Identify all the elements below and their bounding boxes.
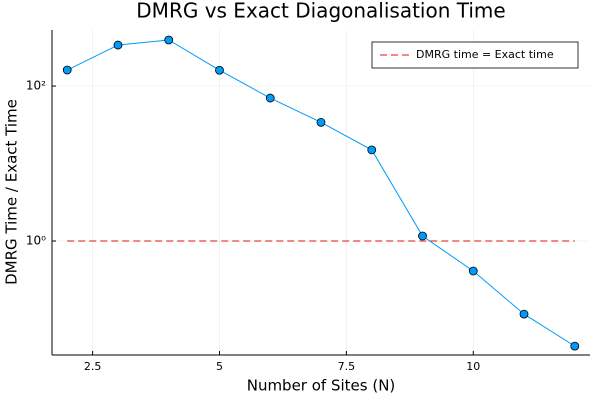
x-tick-label: 10 (466, 360, 480, 373)
x-tick-label: 5 (216, 360, 223, 373)
legend-label: DMRG time = Exact time (416, 48, 554, 61)
point (418, 231, 427, 241)
point (215, 65, 224, 75)
point (367, 145, 377, 155)
x-tick-label: 2.5 (84, 360, 102, 373)
point (570, 341, 580, 351)
y-tick-label: 10⁰ (26, 234, 46, 248)
x-axis-label: Number of Sites (N) (247, 377, 396, 395)
point (265, 93, 275, 103)
x-tick-label: 7.5 (338, 360, 356, 373)
point (164, 35, 174, 45)
point (519, 309, 529, 319)
point (62, 65, 72, 75)
point (468, 266, 478, 276)
point (113, 40, 123, 50)
y-axis-label: DMRG Time / Exact Time (3, 99, 21, 285)
y-tick-label: 10² (26, 79, 46, 93)
chart-title: DMRG vs Exact Diagonalisation Time (136, 0, 505, 23)
point (316, 117, 326, 127)
